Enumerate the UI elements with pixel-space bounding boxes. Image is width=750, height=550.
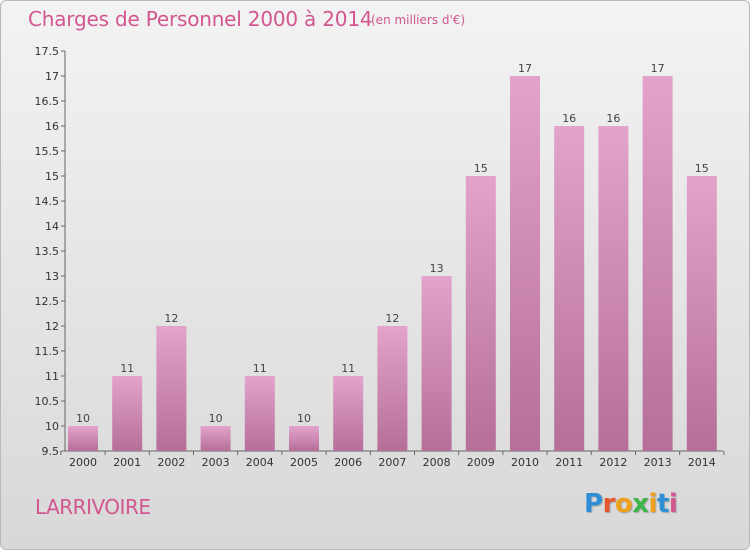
bar — [333, 376, 364, 451]
bar — [686, 176, 717, 451]
x-tick-label: 2000 — [69, 456, 97, 469]
y-tick-label: 16.5 — [35, 95, 60, 108]
bar — [465, 176, 496, 451]
bar — [244, 376, 275, 451]
data-label: 10 — [209, 412, 223, 425]
logo-letter: x — [632, 489, 649, 519]
data-label: 12 — [164, 312, 178, 325]
data-label: 11 — [253, 362, 267, 375]
y-tick-label: 15.5 — [35, 145, 60, 158]
data-label: 15 — [474, 162, 488, 175]
data-label: 17 — [518, 62, 532, 75]
y-tick-label: 11 — [45, 370, 59, 383]
logo-letter: t — [656, 489, 669, 519]
proxiti-logo: Proxiti — [584, 489, 678, 519]
x-tick-label: 2013 — [644, 456, 672, 469]
bar — [642, 76, 673, 451]
y-tick-label: 17.5 — [35, 45, 60, 58]
data-label: 10 — [76, 412, 90, 425]
data-label: 16 — [606, 112, 620, 125]
y-tick-label: 14.5 — [35, 195, 60, 208]
bar — [377, 326, 408, 451]
y-tick-label: 11.5 — [35, 345, 60, 358]
x-tick-label: 2004 — [246, 456, 274, 469]
x-tick-label: 2012 — [599, 456, 627, 469]
bar — [510, 76, 540, 451]
bar — [156, 326, 187, 451]
data-label: 17 — [651, 62, 665, 75]
y-tick-label: 13 — [45, 270, 59, 283]
y-tick-label: 17 — [45, 70, 59, 83]
bar — [112, 376, 143, 451]
x-tick-label: 2006 — [334, 456, 362, 469]
x-tick-label: 2001 — [113, 456, 141, 469]
y-tick-label: 16 — [45, 120, 59, 133]
data-label: 11 — [120, 362, 134, 375]
bar — [289, 426, 319, 451]
y-tick-label: 14 — [45, 220, 59, 233]
commune-name: LARRIVOIRE — [35, 495, 151, 519]
data-label: 15 — [695, 162, 709, 175]
bar — [421, 276, 452, 451]
y-tick-label: 9.5 — [42, 445, 60, 458]
x-tick-label: 2010 — [511, 456, 539, 469]
x-tick-label: 2014 — [688, 456, 716, 469]
data-label: 11 — [341, 362, 355, 375]
x-tick-label: 2008 — [423, 456, 451, 469]
data-label: 12 — [385, 312, 399, 325]
data-label: 16 — [562, 112, 576, 125]
y-tick-label: 10.5 — [35, 395, 60, 408]
data-label: 13 — [430, 262, 444, 275]
bar — [68, 426, 98, 451]
x-tick-label: 2007 — [378, 456, 406, 469]
y-tick-label: 12 — [45, 320, 59, 333]
bar — [598, 126, 629, 451]
data-label: 10 — [297, 412, 311, 425]
x-tick-label: 2005 — [290, 456, 318, 469]
chart-subtitle: (en milliers d'€) — [371, 13, 466, 27]
bar — [200, 426, 231, 451]
y-tick-label: 10 — [45, 420, 59, 433]
chart-title: Charges de Personnel 2000 à 2014 — [28, 7, 373, 31]
logo-letter: r — [602, 489, 616, 519]
x-tick-label: 2009 — [467, 456, 495, 469]
x-tick-label: 2011 — [555, 456, 583, 469]
x-tick-label: 2002 — [157, 456, 185, 469]
x-tick-label: 2003 — [202, 456, 230, 469]
y-tick-label: 12.5 — [35, 295, 60, 308]
logo-letter: i — [648, 489, 658, 519]
bar — [554, 126, 585, 451]
logo-letter: o — [614, 489, 633, 519]
logo-letter: P — [584, 489, 603, 519]
y-tick-label: 15 — [45, 170, 59, 183]
y-tick-label: 13.5 — [35, 245, 60, 258]
logo-letter: i — [668, 489, 678, 519]
